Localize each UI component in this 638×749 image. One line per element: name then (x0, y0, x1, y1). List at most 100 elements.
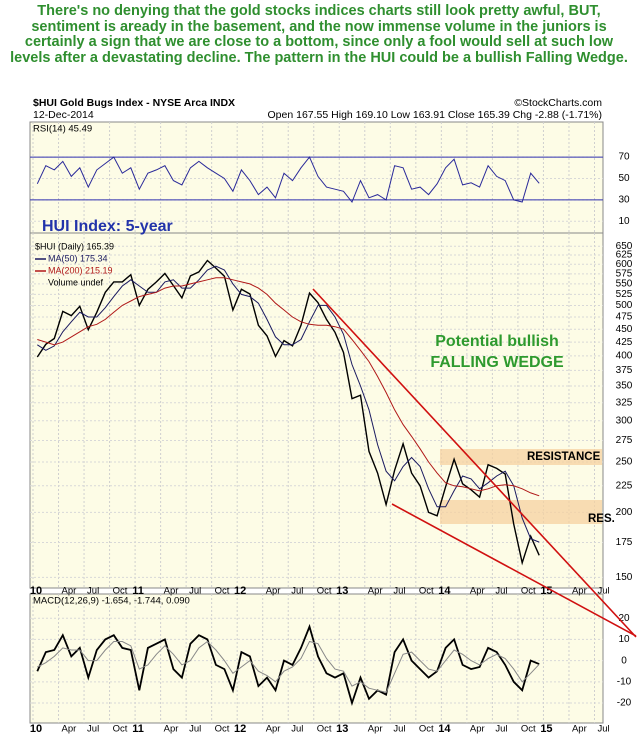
series-layer (36, 156, 540, 707)
x-tick-label: Oct (521, 724, 536, 735)
annotation: HUI Index: 5-year (42, 218, 173, 235)
commentary: There's no denying that the gold stocks … (10, 3, 628, 66)
x-tick-label: Apr (164, 586, 179, 597)
x-tick-label: Jul (597, 724, 609, 735)
y-tick-label: 300 (616, 415, 633, 426)
series-line (37, 265, 540, 543)
y-tick-label: 250 (616, 457, 633, 468)
legend-entry: MA(50) 175.34 (48, 253, 108, 263)
series-line (36, 259, 540, 566)
x-tick-label: Oct (521, 586, 536, 597)
y-tick-label: 50 (618, 173, 630, 184)
y-tick-label: 575 (616, 269, 633, 280)
y-tick-label: 30 (618, 195, 630, 206)
y-tick-label: 275 (616, 435, 633, 446)
x-tick-label: Jul (495, 724, 507, 735)
y-tick-label: -10 (617, 676, 632, 687)
y-tick-label: 20 (618, 613, 630, 624)
legend-entry: $HUI (Daily) 165.39 (35, 241, 114, 251)
y-tick-label: 375 (616, 365, 633, 376)
y-tick-label: 600 (616, 259, 633, 270)
x-tick-label: Jul (597, 586, 609, 597)
wedge-lower (391, 503, 637, 637)
series-line (37, 277, 540, 497)
legend-entry: MACD(12,26,9) -1.654, -1.744, 0.090 (33, 596, 190, 607)
x-tick-label: Apr (62, 724, 77, 735)
legend-entry: RSI(14) 45.49 (33, 124, 92, 135)
x-tick-label: Jul (291, 586, 303, 597)
x-tick-label: 13 (336, 723, 348, 735)
x-tick-label: Jul (189, 724, 201, 735)
y-tick-label: 400 (616, 350, 633, 361)
x-tick-label: 10 (30, 723, 42, 735)
x-tick-label: Oct (113, 724, 128, 735)
x-tick-label: Apr (266, 586, 281, 597)
x-tick-label: Oct (317, 724, 332, 735)
y-tick-label: 550 (616, 279, 633, 290)
x-tick-label: Apr (572, 586, 587, 597)
y-tick-label: 175 (616, 537, 633, 548)
y-tick-label: 625 (616, 250, 633, 261)
x-tick-label: Oct (215, 724, 230, 735)
x-tick-label: Oct (215, 586, 230, 597)
panel (29, 593, 604, 724)
legend-entry: Volume undef (48, 277, 104, 287)
annotation: FALLING WEDGE (430, 354, 564, 371)
x-tick-label: 13 (336, 585, 348, 597)
x-tick-label: 11 (132, 585, 144, 597)
x-tick-label: Jul (189, 586, 201, 597)
y-tick-label: 10 (618, 216, 630, 227)
x-tick-label: 12 (234, 585, 246, 597)
x-tick-label: Apr (368, 586, 383, 597)
y-tick-label: 425 (616, 337, 633, 348)
source: ©StockCharts.com (514, 97, 602, 109)
x-tick-label: 11 (132, 723, 144, 735)
x-tick-label: Apr (368, 724, 383, 735)
wedge-upper (312, 288, 637, 638)
legend-entry: MA(200) 215.19 (48, 265, 113, 275)
x-tick-label: Jul (495, 586, 507, 597)
x-tick-label: 14 (438, 723, 451, 735)
series-line (36, 623, 540, 707)
y-tick-label: 525 (616, 289, 633, 300)
x-tick-label: Jul (393, 724, 405, 735)
y-tick-label: 225 (616, 480, 633, 491)
x-tick-label: Apr (62, 586, 77, 597)
annotation: RES. (588, 513, 615, 525)
y-tick-label: 325 (616, 397, 633, 408)
x-tick-label: Apr (470, 586, 485, 597)
quote: Open 167.55 High 169.10 Low 163.91 Close… (268, 109, 602, 121)
x-tick-label: Jul (87, 724, 99, 735)
y-tick-label: 350 (616, 381, 633, 392)
x-tick-label: 12 (234, 723, 246, 735)
y-tick-label: 475 (616, 312, 633, 323)
annotation: Potential bullish (435, 333, 559, 350)
x-tick-label: Oct (419, 724, 434, 735)
x-tick-label: Apr (164, 724, 179, 735)
resistance-band (440, 449, 602, 465)
x-tick-label: Oct (113, 586, 128, 597)
y-tick-label: -20 (617, 698, 632, 709)
x-tick-label: 15 (540, 723, 552, 735)
series-line (37, 640, 540, 693)
y-tick-label: 200 (616, 507, 633, 518)
y-tick-label: 70 (618, 152, 630, 163)
y-tick-label: 10 (618, 634, 630, 645)
x-tick-label: Jul (291, 724, 303, 735)
x-tick-label: 10 (30, 585, 42, 597)
x-tick-label: Jul (393, 586, 405, 597)
x-tick-label: Oct (317, 586, 332, 597)
panel (29, 232, 604, 589)
x-tick-label: Apr (266, 724, 281, 735)
y-tick-label: 0 (621, 655, 627, 666)
x-tick-label: 15 (540, 585, 552, 597)
y-tick-label: 500 (616, 300, 633, 311)
y-tick-label: 450 (616, 324, 633, 335)
x-tick-label: Oct (419, 586, 434, 597)
x-tick-label: 14 (438, 585, 451, 597)
x-tick-label: Apr (572, 724, 587, 735)
y-tick-label: 150 (616, 572, 633, 583)
